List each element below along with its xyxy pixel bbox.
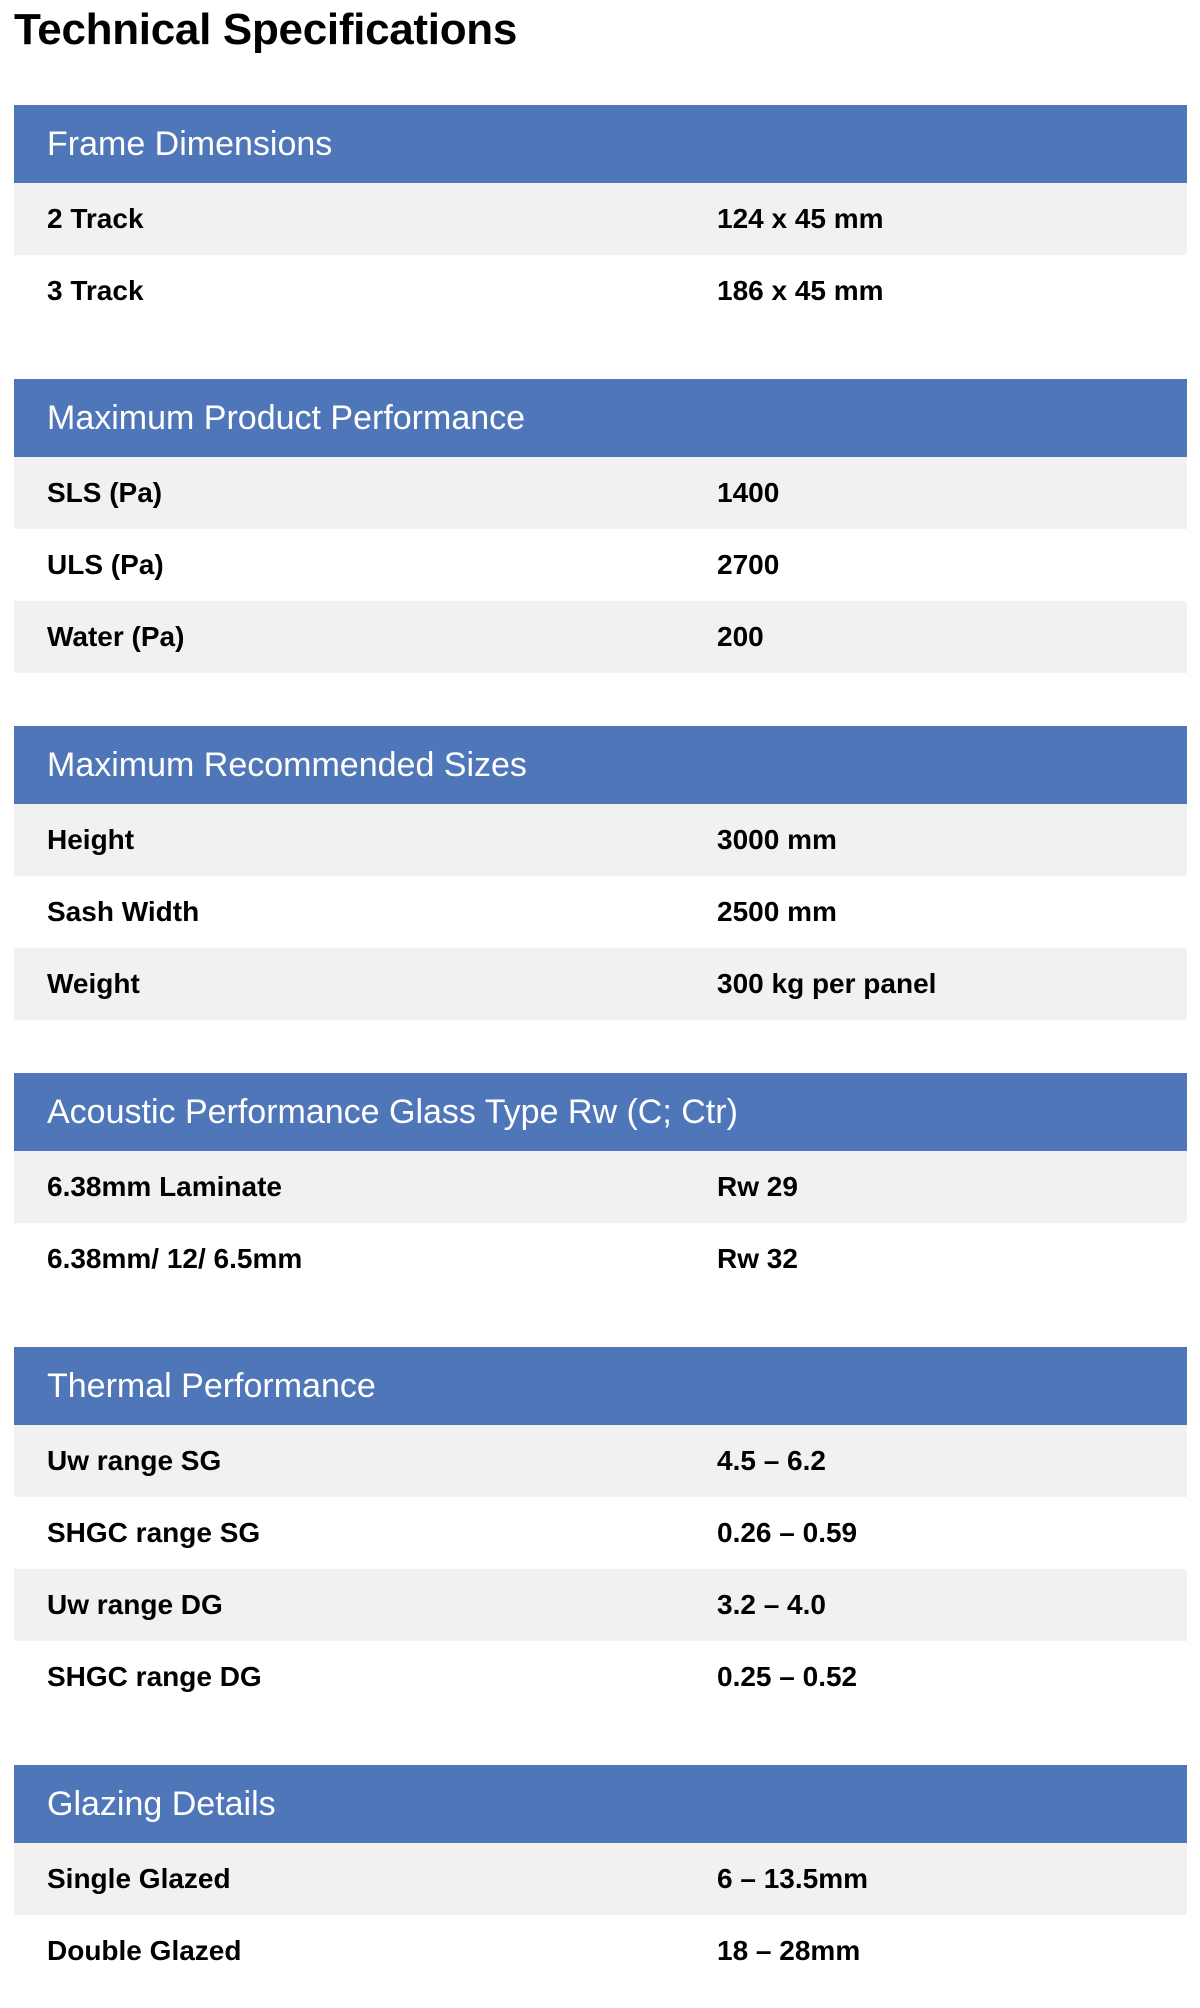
table-row: 6.38mm/ 12/ 6.5mm Rw 32 xyxy=(14,1223,1187,1295)
spec-label: Uw range DG xyxy=(47,1589,223,1620)
section-heading: Maximum Product Performance xyxy=(14,379,1187,457)
spec-value: Rw 32 xyxy=(717,1243,798,1274)
section-heading: Glazing Details xyxy=(14,1765,1187,1843)
spec-label: Double Glazed xyxy=(47,1935,242,1966)
spec-value: Rw 29 xyxy=(717,1171,798,1202)
table-row: 6.38mm Laminate Rw 29 xyxy=(14,1151,1187,1223)
spec-label: 6.38mm/ 12/ 6.5mm xyxy=(47,1243,303,1274)
spec-value: 2700 xyxy=(717,549,780,580)
spec-table: Maximum Product Performance SLS (Pa) 1400 U… xyxy=(14,379,1187,673)
table-row: SHGC range SG 0.26 – 0.59 xyxy=(14,1497,1187,1569)
page-title: Technical Specifications xyxy=(14,5,518,54)
table-row: Water (Pa) 200 xyxy=(14,601,1187,673)
table-row: ULS (Pa) 2700 xyxy=(14,529,1187,601)
spec-label: Uw range SG xyxy=(47,1445,222,1476)
spec-label: Weight xyxy=(47,968,140,999)
spec-label: SHGC range DG xyxy=(47,1661,262,1692)
section-heading: Acoustic Performance Glass Type Rw (C; C… xyxy=(14,1073,1187,1151)
spec-label: 3 Track xyxy=(47,275,144,306)
spec-label: Height xyxy=(47,824,135,855)
spec-label: 2 Track xyxy=(47,203,144,234)
spec-label: 6.38mm Laminate xyxy=(47,1171,282,1202)
section-heading: Frame Dimensions xyxy=(14,105,1187,183)
table-row: SLS (Pa) 1400 xyxy=(14,457,1187,529)
spec-value: 124 x 45 mm xyxy=(717,203,884,234)
table-row: Sash Width 2500 mm xyxy=(14,876,1187,948)
spec-table: Maximum Recommended Sizes Height 3000 mm Sa… xyxy=(14,726,1187,1020)
spec-value: 1400 xyxy=(717,477,780,508)
spec-value: 18 – 28mm xyxy=(717,1935,861,1966)
table-row: Uw range DG 3.2 – 4.0 xyxy=(14,1569,1187,1641)
spec-label: ULS (Pa) xyxy=(47,549,164,580)
spec-label: SLS (Pa) xyxy=(47,477,163,508)
spec-table: Glazing Details Single Glazed 6 – 13.5mm Do… xyxy=(14,1765,1187,1987)
spec-label: Single Glazed xyxy=(47,1863,231,1894)
table-row: Single Glazed 6 – 13.5mm xyxy=(14,1843,1187,1915)
table-row: Uw range SG 4.5 – 6.2 xyxy=(14,1425,1187,1497)
spec-table: Acoustic Performance Glass Type Rw (C; C… xyxy=(14,1073,1187,1295)
table-row: 3 Track 186 x 45 mm xyxy=(14,255,1187,327)
section-heading: Maximum Recommended Sizes xyxy=(14,726,1187,804)
spec-label: Sash Width xyxy=(47,896,200,927)
section-heading: Thermal Performance xyxy=(14,1347,1187,1425)
table-row: Height 3000 mm xyxy=(14,804,1187,876)
table-row: SHGC range DG 0.25 – 0.52 xyxy=(14,1641,1187,1713)
spec-value: 200 xyxy=(717,621,764,652)
table-row: Double Glazed 18 – 28mm xyxy=(14,1915,1187,1987)
spec-value: 6 – 13.5mm xyxy=(717,1863,868,1894)
spec-label: SHGC range SG xyxy=(47,1517,261,1548)
spec-value: 186 x 45 mm xyxy=(717,275,884,306)
table-row: 2 Track 124 x 45 mm xyxy=(14,183,1187,255)
table-row: Weight 300 kg per panel xyxy=(14,948,1187,1020)
spec-value: 0.26 – 0.59 xyxy=(717,1517,858,1548)
spec-label: Water (Pa) xyxy=(47,621,185,652)
spec-value: 2500 mm xyxy=(717,896,837,927)
spec-value: 3.2 – 4.0 xyxy=(717,1589,826,1620)
spec-value: 4.5 – 6.2 xyxy=(717,1445,826,1476)
spec-value: 0.25 – 0.52 xyxy=(717,1661,858,1692)
spec-table: Thermal Performance Uw range SG 4.5 – 6.2 S… xyxy=(14,1347,1187,1713)
spec-value: 3000 mm xyxy=(717,824,837,855)
spec-value: 300 kg per panel xyxy=(717,968,937,999)
spec-table: Frame Dimensions 2 Track 124 x 45 mm 3 Trac… xyxy=(14,105,1187,327)
